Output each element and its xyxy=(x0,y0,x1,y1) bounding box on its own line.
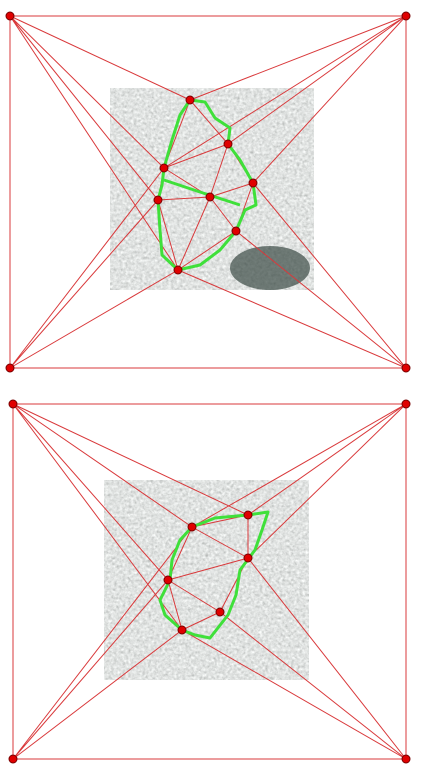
bottom-panel xyxy=(9,400,410,763)
river xyxy=(230,246,310,290)
top-panel xyxy=(6,12,410,372)
aerial-image xyxy=(104,480,309,680)
figure xyxy=(0,0,424,772)
